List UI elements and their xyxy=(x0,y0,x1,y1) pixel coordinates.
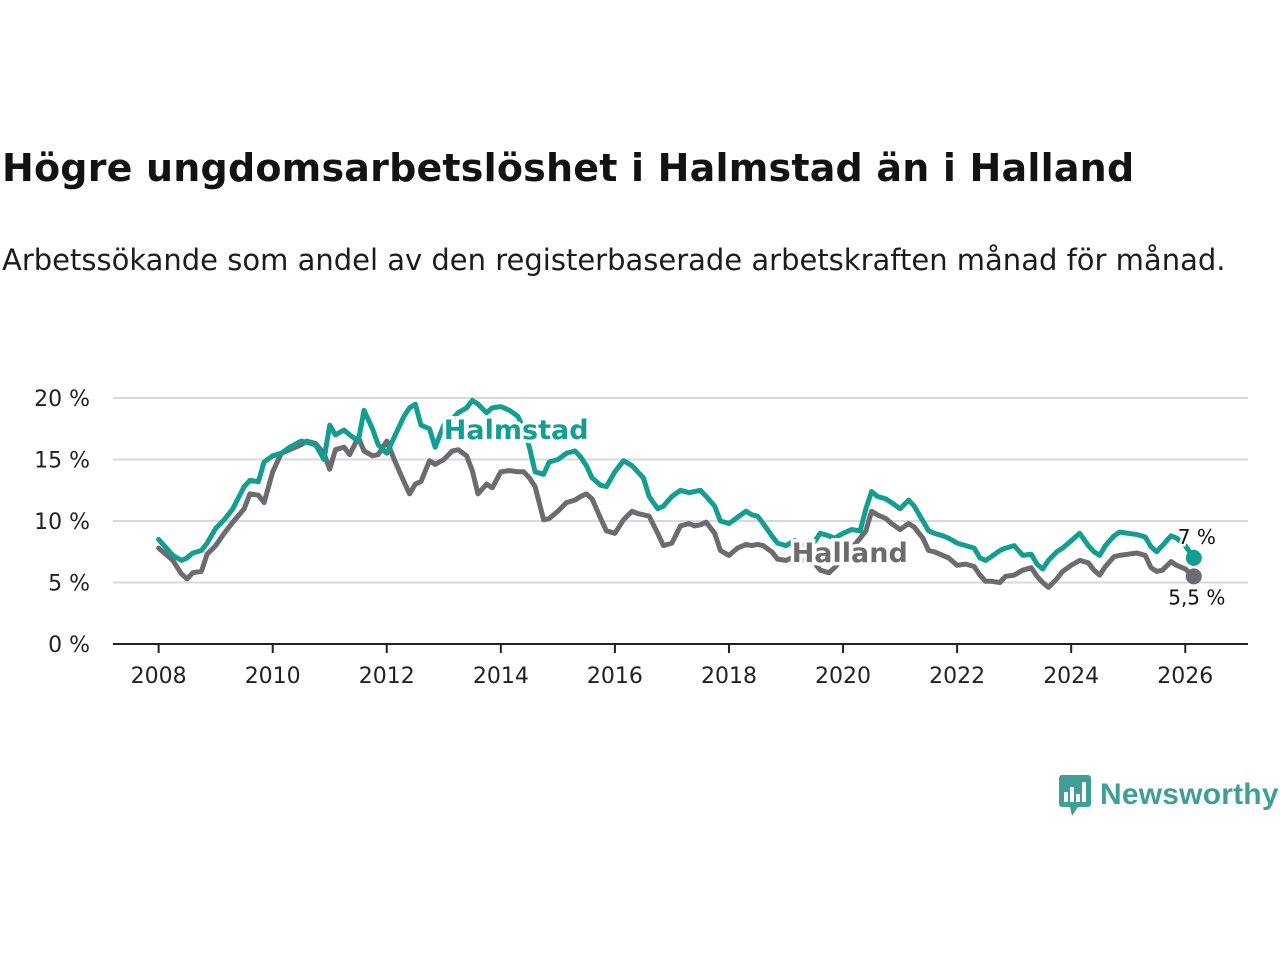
chart-title: Högre ungdomsarbetslöshet i Halmstad än … xyxy=(2,146,1135,190)
x-tick-label: 2012 xyxy=(359,664,415,689)
series-labels: 5,5 % 7 % Halmstad Halland xyxy=(440,411,1228,612)
x-tick-label: 2014 xyxy=(473,664,529,689)
y-tick-label: 10 % xyxy=(34,510,90,535)
series-end-label-halland: 5,5 % xyxy=(1168,585,1225,609)
x-tick-label: 2022 xyxy=(929,664,985,689)
series-line-halmstad xyxy=(156,398,1197,572)
x-axis: 2008 2010 2012 2014 2016 2018 2020 2022 2024 2026 xyxy=(113,643,1248,689)
chart-subtitle: Arbetssökande som andel av den registerb… xyxy=(2,243,1226,277)
series-line-halland xyxy=(156,434,1197,590)
brand-name: Newsworthy xyxy=(1100,778,1279,811)
series-name-label-halmstad: Halmstad xyxy=(444,415,589,446)
x-tick-label: 2024 xyxy=(1043,664,1099,689)
line-chart: 0 %5 %10 %15 %20 % 2008 2010 2012 2014 2016 2… xyxy=(34,387,1248,689)
y-tick-label: 20 % xyxy=(34,387,90,412)
y-axis-tick-labels: 0 % 5 % 10 % 15 % 20 % xyxy=(34,387,90,658)
series-end-marker-halmstad xyxy=(1185,549,1202,566)
y-tick-label: 0 % xyxy=(48,633,90,658)
x-tick-label: 2020 xyxy=(815,664,871,689)
series-end-label-halmstad: 7 % xyxy=(1178,525,1216,549)
gridlines xyxy=(113,397,1248,584)
x-tick-label: 2026 xyxy=(1157,664,1213,689)
x-tick-label: 2008 xyxy=(131,664,187,689)
y-tick-label: 15 % xyxy=(34,449,90,474)
series-end-marker-halland xyxy=(1185,568,1202,585)
newsworthy-logo: Newsworthy xyxy=(1058,772,1279,818)
x-tick-label: 2016 xyxy=(587,664,643,689)
x-tick-label: 2018 xyxy=(701,664,757,689)
series-lines xyxy=(156,398,1202,590)
series-name-label-halland: Halland xyxy=(792,538,908,569)
y-tick-label: 5 % xyxy=(48,572,90,597)
bar-chart-speech-bubble-icon xyxy=(1059,775,1091,816)
x-tick-label: 2010 xyxy=(245,664,301,689)
